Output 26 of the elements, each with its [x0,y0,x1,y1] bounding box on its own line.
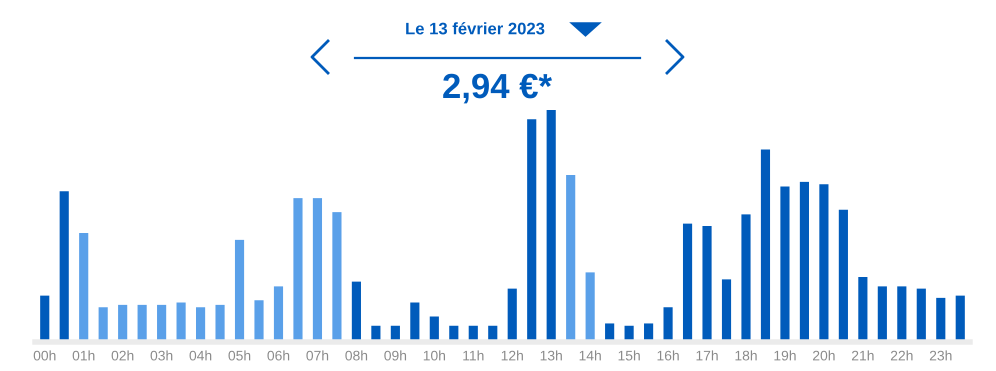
x-tick-label: 23h [930,350,952,361]
x-tick-label: 14h [580,350,601,360]
x-tick-label: 03h [150,350,172,361]
x-tick-label: 18h [735,350,757,361]
x-tick-label: 17h [696,350,718,360]
x-tick-label: 16h [658,350,679,361]
chart-title: Le 13 février 2023 [406,22,544,34]
x-tick-label: 10h [424,350,446,361]
x-tick-label: 13h [540,350,562,361]
x-tick-label: 00h [34,350,56,361]
x-tick-label: 02h [112,350,134,361]
x-tick-label: 01h [72,350,94,361]
x-tick-label: 08h [345,350,368,361]
x-tick-label: 09h [384,350,406,361]
x-tick-label: 12h [502,350,523,360]
x-tick-label: 05h [228,350,250,361]
x-tick-label: 06h [267,350,290,361]
x-tick-label: 19h [774,350,796,361]
chart-subtitle: 2,94 €* [443,74,552,104]
x-tick-label: 04h [190,350,212,361]
x-tick-label: 15h [618,350,640,361]
x-tick-label: 20h [813,350,835,361]
x-tick-label: 11h [463,350,484,360]
x-tick-label: 07h [306,350,328,361]
x-tick-label: 22h [890,350,913,360]
x-tick-label: 21h [852,350,874,360]
